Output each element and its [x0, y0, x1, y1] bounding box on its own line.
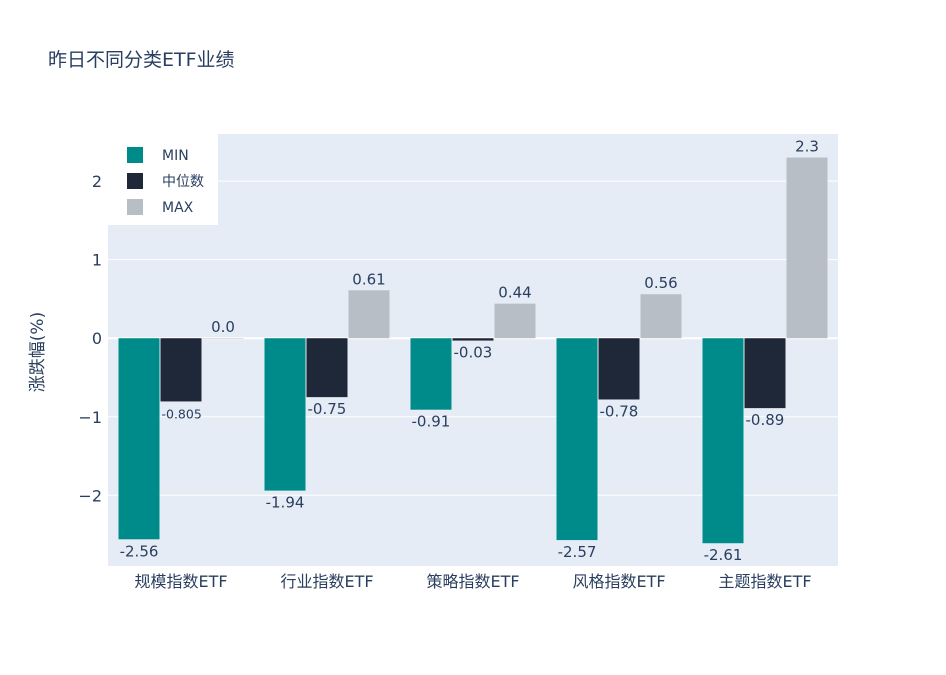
data-label: -1.94: [266, 494, 305, 512]
bars: [118, 157, 828, 544]
data-label: 0.0: [211, 318, 235, 336]
legend-label[interactable]: MIN: [162, 148, 189, 164]
y-tick-label: 2: [92, 172, 102, 191]
data-labels: -2.56 -0.805 0.0 -1.94 -0.75 0.61 -0.91 -0.03 0.…: [120, 138, 819, 565]
bar[interactable]: [348, 290, 390, 339]
y-ticks: −2 −1 0 1 2: [78, 172, 102, 505]
data-label: -2.56: [120, 542, 159, 560]
legend-label[interactable]: MAX: [162, 200, 194, 216]
bar[interactable]: [640, 294, 682, 339]
x-tick-label: 主题指数ETF: [718, 572, 811, 591]
y-axis-label: 涨跌幅(%): [28, 312, 48, 392]
legend-swatch[interactable]: [127, 199, 143, 215]
legend-swatch[interactable]: [127, 147, 143, 163]
bar[interactable]: [744, 338, 786, 409]
data-label: -0.03: [454, 344, 493, 362]
bar[interactable]: [118, 338, 160, 540]
y-tick-label: −1: [78, 408, 102, 427]
bar[interactable]: [410, 338, 452, 410]
x-tick-label: 策略指数ETF: [426, 572, 519, 591]
bar[interactable]: [160, 338, 202, 402]
legend-label[interactable]: 中位数: [162, 174, 204, 190]
data-label: 2.3: [795, 138, 819, 156]
y-tick-label: −2: [78, 486, 102, 505]
bar[interactable]: [556, 338, 598, 541]
bar[interactable]: [306, 338, 348, 398]
y-tick-label: 0: [92, 329, 102, 348]
legend-swatch[interactable]: [127, 173, 143, 189]
data-label: -0.89: [746, 411, 785, 429]
data-label: -2.61: [704, 546, 743, 564]
bar[interactable]: [786, 157, 828, 339]
x-tick-label: 行业指数ETF: [280, 572, 373, 591]
y-tick-label: 1: [92, 251, 102, 270]
data-label: -2.57: [558, 543, 597, 561]
legend[interactable]: MIN 中位数 MAX: [108, 134, 218, 225]
bar[interactable]: [452, 338, 494, 341]
bar[interactable]: [264, 338, 306, 491]
x-tick-label: 规模指数ETF: [134, 572, 227, 591]
data-label: 0.56: [644, 274, 677, 292]
x-ticks: 规模指数ETF 行业指数ETF 策略指数ETF 风格指数ETF 主题指数ETF: [134, 572, 811, 591]
data-label: -0.75: [308, 400, 347, 418]
bar[interactable]: [598, 338, 640, 400]
bar[interactable]: [702, 338, 744, 544]
bar[interactable]: [202, 338, 244, 339]
data-label: -0.78: [600, 402, 639, 420]
chart-title: 昨日不同分类ETF业绩: [48, 49, 235, 71]
data-label: -0.805: [162, 406, 202, 421]
bar[interactable]: [494, 303, 536, 339]
data-label: 0.44: [498, 284, 531, 302]
legend-box: [108, 134, 218, 225]
data-label: -0.91: [412, 413, 451, 431]
x-tick-label: 风格指数ETF: [572, 572, 665, 591]
data-label: 0.61: [352, 270, 385, 288]
